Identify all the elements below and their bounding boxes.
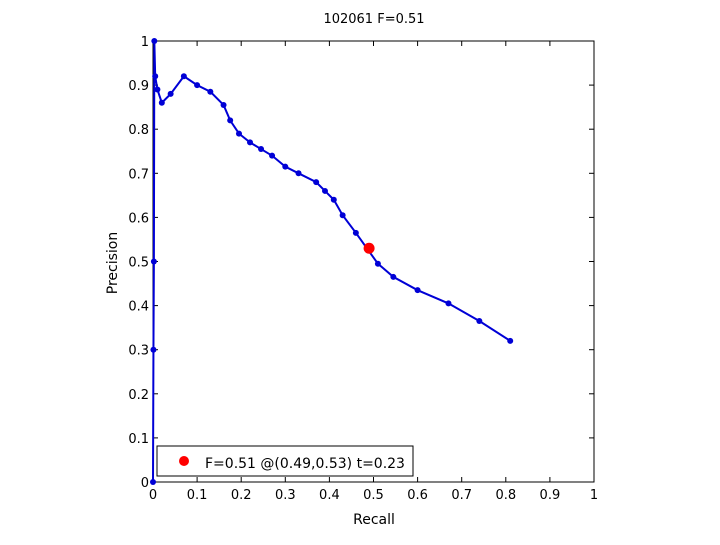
y-tick-label: 0.5: [128, 256, 149, 271]
x-tick-label: 1: [590, 488, 598, 503]
pr-curve-point: [282, 163, 289, 170]
legend-box: [156, 445, 414, 477]
pr-curve-point: [321, 187, 328, 194]
pr-curve-point: [180, 73, 187, 80]
pr-curve-point: [235, 130, 242, 137]
y-tick-label: 0.6: [128, 211, 149, 226]
y-tick-label: 0.2: [128, 388, 149, 403]
axes-layer: [152, 40, 595, 483]
x-tick-label: 0: [149, 488, 157, 503]
pr-curve-point: [150, 346, 157, 353]
y-tick-label: 0.4: [128, 300, 149, 315]
pr-curve-point: [352, 229, 359, 236]
y-tick-label: 0.3: [128, 344, 149, 359]
y-tick-label: 0: [141, 476, 149, 491]
y-tick-label: 0.9: [128, 79, 149, 94]
pr-curve-point: [152, 73, 159, 80]
pr-curve-point: [390, 273, 397, 280]
pr-curve-point: [313, 179, 320, 186]
pr-curve-point: [207, 88, 214, 95]
pr-curve-point: [374, 260, 381, 267]
legend-marker: [179, 456, 189, 466]
x-tick-label: 0.2: [231, 488, 252, 503]
x-tick-label: 0.9: [540, 488, 561, 503]
pr-curve-point: [476, 318, 483, 325]
x-tick-label: 0.8: [495, 488, 516, 503]
pr-curve-point: [150, 258, 157, 265]
x-tick-label: 0.6: [407, 488, 428, 503]
pr-curve-point: [507, 337, 514, 344]
pr-curve-point: [295, 170, 302, 177]
y-tick-label: 1: [141, 35, 149, 50]
pr-curve-point: [151, 38, 158, 44]
pr-curve-point: [445, 300, 452, 307]
pr-curve-point: [227, 117, 234, 124]
x-tick-label: 0.3: [275, 488, 296, 503]
y-axis-label: Precision: [105, 232, 121, 294]
pr-curve-point: [258, 146, 265, 153]
pr-curve-point: [339, 212, 346, 219]
pr-curve-point: [269, 152, 276, 159]
pr-curve-point: [247, 139, 254, 146]
x-tick-label: 0.4: [319, 488, 340, 503]
chart-title: 102061 F=0.51: [323, 12, 424, 27]
pr-curve-point: [154, 86, 161, 93]
pr-curve-point: [220, 101, 227, 108]
x-tick-label: 0.5: [363, 488, 384, 503]
y-tick-label: 0.7: [128, 167, 149, 182]
pr-curve-point: [150, 479, 156, 485]
pr-curve-point: [330, 196, 337, 203]
pr-curve-point: [414, 287, 421, 294]
y-tick-label: 0.1: [128, 432, 149, 447]
x-axis-label: Recall: [353, 512, 395, 528]
legend-label: F=0.51 @(0.49,0.53) t=0.23: [205, 456, 405, 472]
x-tick-label: 0.1: [187, 488, 208, 503]
series-layer: [150, 38, 514, 485]
pr-curve-point: [167, 90, 174, 97]
x-tick-label: 0.7: [451, 488, 472, 503]
pr-curve-point: [158, 99, 165, 106]
tick-labels: 0 0.1 0.2 0.3 0.4 0.5 0.6 0.7 0.8 0.9 1 0 0.1 0.2 0.3 0…: [128, 35, 598, 503]
y-tick-label: 0.8: [128, 123, 149, 138]
plot-frame: [152, 40, 595, 483]
legend: F=0.51 @(0.49,0.53) t=0.23: [156, 445, 414, 477]
best-f-point: [363, 242, 375, 254]
pr-curve-point: [194, 82, 201, 89]
